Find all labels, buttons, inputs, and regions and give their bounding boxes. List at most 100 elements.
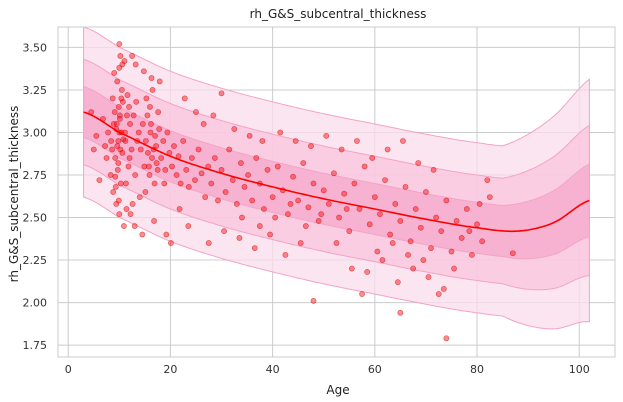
data-point [142,189,149,195]
data-point [127,211,134,218]
x-tick-label: 40 [266,363,280,376]
data-point [112,155,119,161]
data-point [116,211,123,218]
data-point [300,160,307,166]
data-point [118,95,125,102]
data-point [171,143,177,149]
data-point [168,240,174,246]
x-tick-label: 60 [368,363,382,376]
data-point [111,70,118,76]
data-point [115,104,122,110]
data-point [125,163,132,170]
data-point [96,177,103,183]
data-point [153,160,160,166]
data-point [458,235,465,241]
data-point [287,201,294,207]
data-point [486,194,493,201]
data-point [218,90,225,97]
data-point [400,138,406,144]
data-point [142,138,149,144]
data-point [148,75,155,81]
data-point [387,231,394,238]
data-point [156,126,163,132]
data-point [136,194,143,201]
data-point [181,95,188,102]
data-point [290,173,296,180]
data-point [116,115,123,122]
x-tick-label: 20 [163,363,177,376]
data-point [346,228,353,235]
data-point [161,180,168,187]
data-point [251,245,258,252]
data-point [233,201,240,207]
data-point [259,138,266,144]
data-point [111,109,118,115]
data-point [453,218,460,224]
data-point [305,204,312,211]
data-point [269,194,276,201]
data-point [277,129,284,136]
data-point [435,291,442,297]
data-point [144,112,151,119]
data-point [185,183,192,190]
data-point [433,214,440,221]
y-tick-label: 2.00 [23,297,48,310]
trend-line [83,111,590,233]
trend-line-group [83,111,590,233]
data-point [107,172,114,178]
data-point [374,248,381,255]
data-point [169,163,175,170]
data-point [208,180,215,187]
data-point [382,177,388,183]
data-point [200,121,207,127]
data-point [466,228,473,235]
data-point [256,223,263,229]
data-point [105,129,111,136]
data-point [407,238,414,245]
data-point [389,240,396,246]
data-point [151,180,158,187]
data-point [188,155,195,161]
y-axis-label: rh_G&S_subcentral_thickness [7,106,21,283]
data-point [384,146,391,153]
data-point [149,87,156,93]
data-point [509,250,516,257]
data-point [145,149,151,156]
x-tick-label: 80 [470,363,484,376]
data-point [146,172,153,178]
data-point [397,218,404,224]
data-point [245,172,251,178]
data-point [126,155,133,161]
data-point [285,211,291,218]
data-point [114,143,121,149]
data-point [379,257,386,263]
data-point [132,172,139,178]
data-point [249,197,256,204]
data-point [129,201,136,207]
data-point [131,223,138,229]
data-point [151,218,157,224]
data-point [112,183,119,190]
data-point [341,190,348,197]
data-point [147,104,153,110]
data-point [109,146,116,153]
data-point [121,58,128,64]
data-point [146,163,152,170]
data-point [315,218,322,224]
data-point [153,143,160,149]
data-point [123,180,129,187]
data-point [152,132,158,139]
data-point [180,138,187,144]
data-point [183,166,190,173]
data-point [359,291,365,297]
percentile-band [83,85,590,260]
data-point [239,214,245,221]
data-point [343,206,350,212]
data-point [124,92,131,98]
data-point [130,112,137,119]
data-point [211,155,218,161]
data-point [128,146,135,153]
data-point [115,138,122,144]
data-point [440,286,447,292]
data-point [195,146,202,153]
